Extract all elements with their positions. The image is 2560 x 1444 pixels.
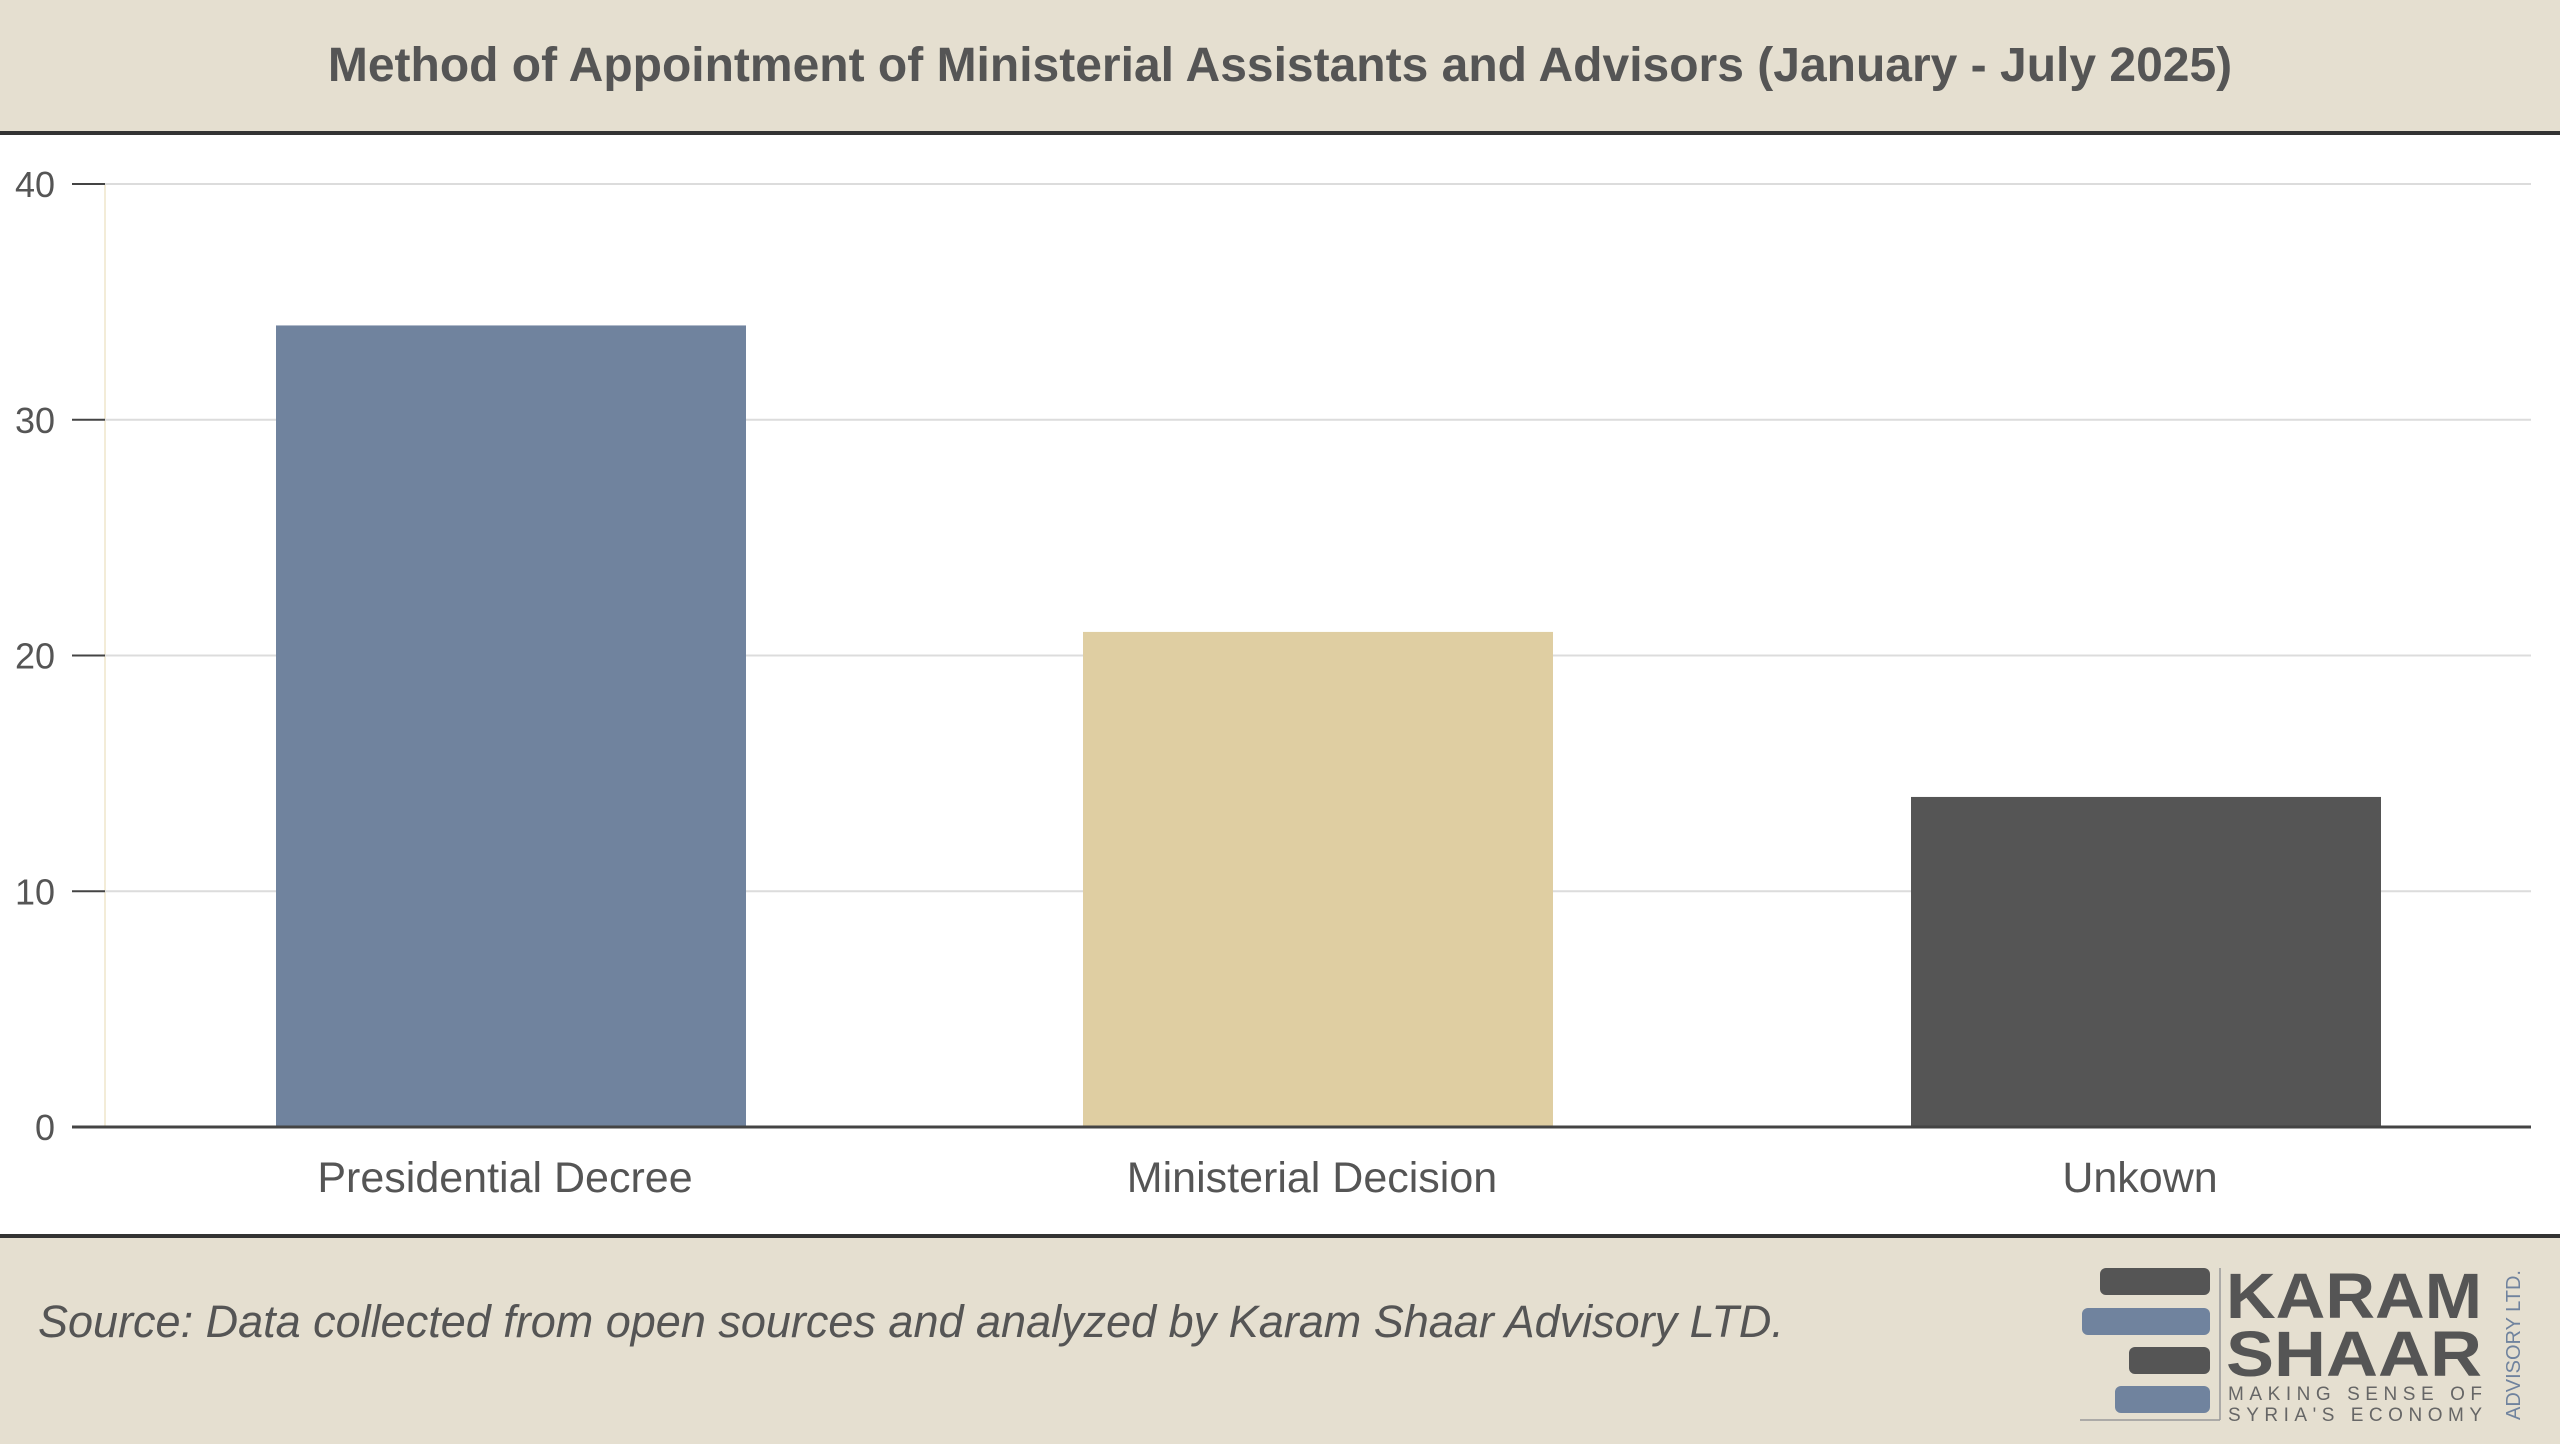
logo-line2: SHAAR — [2226, 1318, 2482, 1390]
logo-bar — [2115, 1386, 2210, 1413]
x-tick-label: Presidential Decree — [317, 1154, 692, 1202]
bar-ministerial-decision — [1083, 631, 1553, 1127]
y-tick-label: 40 — [15, 164, 55, 205]
bar-unkown — [1911, 796, 2381, 1127]
logo-tagline2: SYRIA'S ECONOMY — [2228, 1405, 2482, 1426]
logo-bar — [2082, 1308, 2210, 1335]
chart-header: Method of Appointment of Ministerial Ass… — [0, 0, 2560, 135]
y-tick-label: 0 — [35, 1107, 55, 1148]
source-note: Source: Data collected from open sources… — [38, 1296, 1784, 1347]
y-tick-label: 30 — [15, 400, 55, 441]
chart-footer: Source: Data collected from open sources… — [0, 1234, 2560, 1444]
bar-presidential-decree — [276, 325, 746, 1127]
logo-side-text: ADVISORY LTD. — [2503, 1270, 2525, 1420]
x-tick-label: Unkown — [2062, 1154, 2217, 1202]
bar-chart: 0 10 20 30 40 Presidential Decree Ministerial … — [15, 164, 2531, 1202]
logo-bar — [2129, 1347, 2210, 1374]
chart-title: Method of Appointment of Ministerial Ass… — [327, 39, 2233, 92]
x-tick-label: Ministerial Decision — [1127, 1154, 1497, 1202]
logo-bar — [2100, 1268, 2210, 1295]
y-tick-label: 20 — [15, 636, 55, 677]
logo-line1: KARAM — [2226, 1262, 2482, 1332]
karam-shaar-logo: KARAM SHAAR MAKING SENSE OF SYRIA'S ECON… — [2080, 1262, 2525, 1426]
y-tick-label: 10 — [15, 871, 55, 912]
